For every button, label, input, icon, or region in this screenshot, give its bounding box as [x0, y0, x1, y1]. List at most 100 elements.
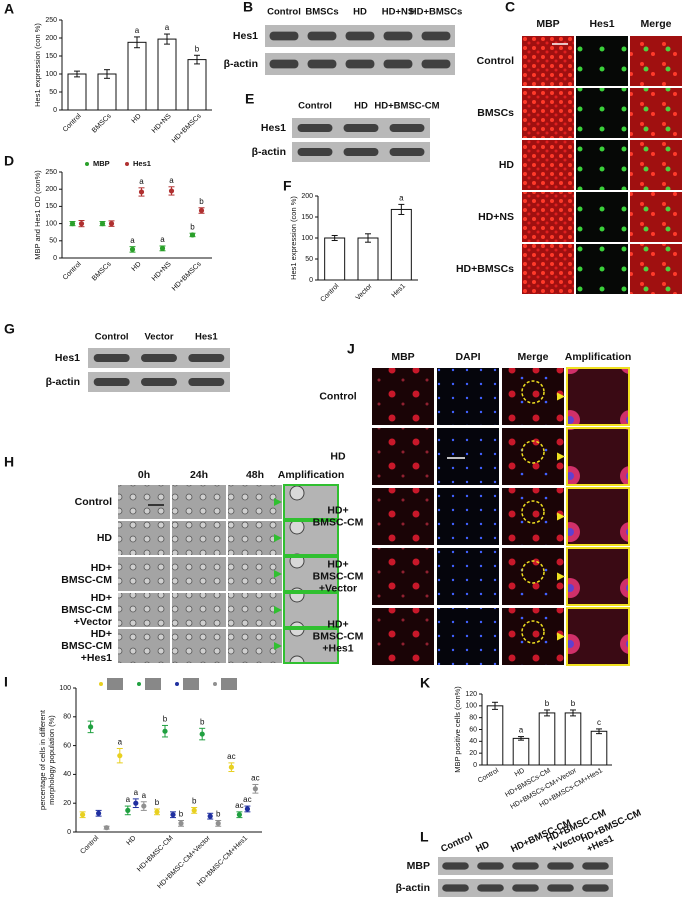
- bar: [564, 712, 582, 766]
- lane-label: Control: [439, 831, 474, 855]
- row-label: HD+: [91, 592, 112, 604]
- blot-band: [343, 124, 379, 132]
- micrograph: [118, 629, 170, 663]
- blot-band: [477, 862, 504, 870]
- blot-band: [421, 59, 451, 69]
- column-header: Amplification: [278, 469, 345, 481]
- dot: [133, 800, 139, 806]
- micrograph: [522, 244, 574, 294]
- panel-letter: G: [4, 321, 15, 337]
- row-label: Control: [75, 496, 112, 508]
- micrograph: [576, 140, 628, 190]
- lane-label: Control: [298, 101, 332, 112]
- row-label: β-actin: [252, 146, 286, 158]
- micrograph: [372, 488, 434, 545]
- dot: [189, 232, 196, 238]
- significance-label: b: [545, 699, 550, 708]
- significance-label: ac: [251, 774, 259, 783]
- significance-label: b: [200, 717, 205, 726]
- y-axis-label: MBP positive cells (con%): [453, 686, 462, 773]
- row-label: +Vector: [74, 616, 112, 628]
- row-label: HD+: [91, 562, 112, 574]
- micrograph: [283, 592, 339, 628]
- row-label: Hes1: [261, 122, 286, 134]
- blot-band: [442, 884, 469, 892]
- blot-band: [307, 31, 337, 41]
- micrograph: [566, 427, 630, 486]
- x-tick-label: Control: [79, 834, 100, 855]
- significance-label: b: [195, 44, 200, 53]
- y-axis-label: Hes1 expression (con %): [289, 196, 298, 280]
- y-tick-label: 200: [45, 35, 57, 42]
- bar: [97, 73, 117, 111]
- significance-label: a: [135, 26, 140, 35]
- micrograph: [437, 488, 499, 545]
- dot: [244, 806, 250, 812]
- dot: [141, 803, 147, 809]
- bar: [390, 208, 412, 281]
- lane-label: HD+BMSCs: [410, 7, 463, 18]
- significance-label: a: [519, 726, 524, 735]
- row-label: HD+: [327, 618, 348, 630]
- micrograph: [502, 368, 564, 425]
- column-header: Merge: [518, 351, 549, 363]
- legend-label: Hes1: [133, 159, 151, 168]
- lane-label: Control: [95, 332, 129, 343]
- blot-band: [477, 884, 504, 892]
- micrograph: [522, 192, 574, 242]
- row-label: HD+: [327, 504, 348, 516]
- dot: [117, 753, 123, 759]
- dot: [178, 820, 184, 826]
- panel-letter: E: [245, 91, 254, 107]
- blot-band: [307, 59, 337, 69]
- significance-label: a: [142, 791, 147, 800]
- y-tick-label: 60: [469, 726, 477, 733]
- x-tick-label: Control: [62, 112, 83, 133]
- arrow: [274, 498, 282, 506]
- highlight-circle: [521, 440, 545, 464]
- micrograph: [118, 593, 170, 627]
- significance-label: b: [155, 798, 160, 807]
- y-tick-label: 100: [465, 703, 477, 710]
- legend-image: [107, 678, 123, 690]
- row-label: Hes1: [233, 30, 258, 42]
- legend-image: [183, 678, 199, 690]
- bar: [67, 73, 87, 111]
- legend-marker: [99, 682, 103, 686]
- row-label: BMSCs: [477, 107, 514, 119]
- y-tick-label: 20: [469, 750, 477, 757]
- x-tick-label: HD: [514, 767, 526, 778]
- significance-label: c: [597, 718, 601, 727]
- dot: [162, 728, 168, 734]
- blot-band: [188, 354, 225, 362]
- y-tick-label: 50: [49, 238, 57, 245]
- micrograph: [283, 556, 339, 592]
- x-tick-label: Control: [477, 767, 500, 785]
- significance-label: b: [216, 810, 221, 819]
- significance-label: a: [165, 23, 170, 32]
- column-header: Amplification: [565, 351, 632, 363]
- row-label: HD: [499, 159, 515, 171]
- lane-label: Vector: [144, 332, 173, 343]
- arrow: [557, 512, 565, 521]
- x-tick-label: HD+NS: [151, 261, 173, 283]
- x-tick-label: Control: [319, 282, 340, 303]
- dot: [138, 189, 145, 195]
- dot: [96, 810, 102, 816]
- bar: [187, 59, 207, 111]
- significance-label: ac: [227, 752, 235, 761]
- column-header: Hes1: [589, 18, 614, 30]
- micrograph: [437, 368, 499, 425]
- legend-marker: [125, 162, 129, 166]
- blot-band: [512, 862, 539, 870]
- y-axis-label: MBP and Hes1 OD (con%): [33, 170, 42, 260]
- dot: [215, 820, 221, 826]
- x-tick-label: HD+NS: [151, 113, 173, 135]
- blot-band: [389, 124, 425, 132]
- row-label: +Vector: [319, 582, 357, 594]
- micrograph: [630, 140, 682, 190]
- significance-label: b: [190, 222, 195, 231]
- micrograph: [228, 521, 282, 555]
- blot-band: [345, 31, 375, 41]
